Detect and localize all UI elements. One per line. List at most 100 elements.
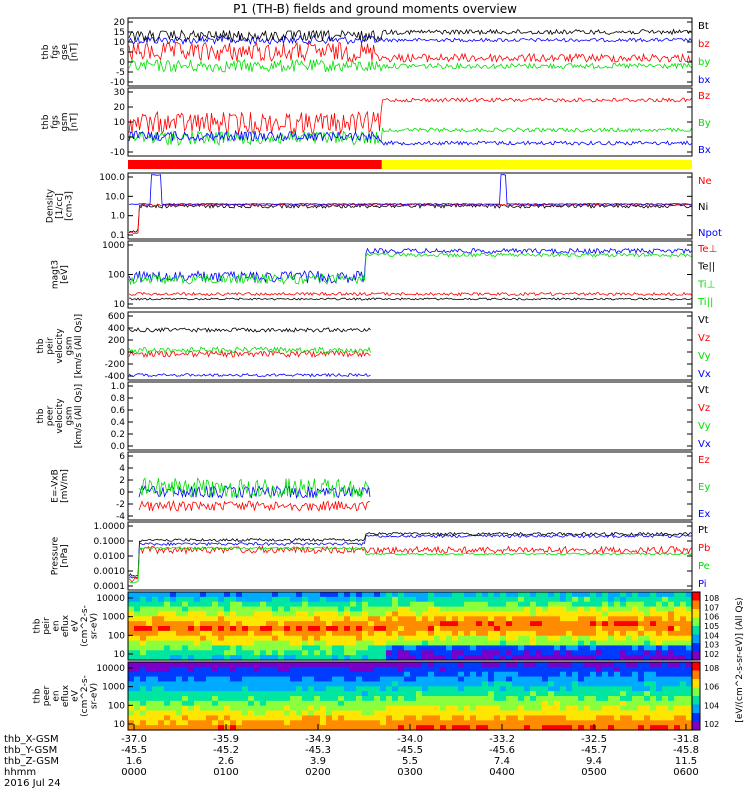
colorbar-tick: 108 <box>704 594 719 603</box>
xtick-label: 0200 <box>305 767 330 778</box>
xtick-label: 9.4 <box>586 756 602 767</box>
colorbar-tick: 105 <box>704 622 719 631</box>
ytick-label: 1000 <box>102 613 125 623</box>
ylabel-line: thb <box>36 338 46 353</box>
xtick-label: -35.9 <box>213 734 239 745</box>
ytick-label: -4 <box>116 512 125 522</box>
legend-by-label: By <box>698 118 711 129</box>
ytick-label: 0.6 <box>111 406 126 416</box>
ytick-label: 10 <box>114 38 126 48</box>
legend-vy-label: Vy <box>698 421 711 432</box>
ylabel-line: thb <box>36 408 46 423</box>
legend-pb-label: Pb <box>698 543 710 554</box>
ylabel-line: thb <box>41 114 51 129</box>
legend-vt-label: Vt <box>698 315 709 326</box>
xtick-label: -37.0 <box>121 734 147 745</box>
ytick-label: 0.1000 <box>94 537 126 547</box>
xtick-label: 0400 <box>489 767 514 778</box>
ylabel-line: [km/s (All Qs)] <box>74 384 84 448</box>
ytick-label: 0.0 <box>111 442 126 452</box>
ytick-label: 30 <box>114 88 126 98</box>
ylabel-line: eflux <box>61 684 71 707</box>
ytick-label: 10000 <box>96 664 125 674</box>
ytick-label: 0.2 <box>111 430 125 440</box>
xtick-label: 1.6 <box>126 756 142 767</box>
legend-bz-label: bz <box>698 39 710 50</box>
xtick-label: -45.6 <box>489 745 515 756</box>
panel-frame-peir_velocity <box>127 311 693 381</box>
spectrogram-peer_eflux <box>128 662 693 731</box>
ytick-label: 10.0 <box>105 192 125 202</box>
panel-frame-peer_velocity <box>127 381 693 451</box>
ylabel-line: [mV/m] <box>60 469 70 503</box>
ytick-label: 15 <box>114 28 125 38</box>
ytick-label: -5 <box>116 68 125 78</box>
xtick-label: -45.2 <box>213 745 239 756</box>
legend-vz-label: Vz <box>698 333 710 344</box>
series-group-density <box>128 174 692 234</box>
series-group-efield <box>138 477 371 512</box>
ytick-label: 0.8 <box>111 394 126 404</box>
series-line-blue <box>128 533 692 579</box>
series-line-blue <box>128 247 692 284</box>
ytick-label: 20 <box>114 103 126 113</box>
ytick-label: -400 <box>105 372 126 382</box>
ylabel-line: thb <box>41 44 51 59</box>
legend-npot-label: Npot <box>698 228 722 239</box>
series-line-blue <box>128 129 692 146</box>
ytick-label: -200 <box>105 360 126 370</box>
panel-frame-density <box>127 172 693 240</box>
ytick-label: 100.0 <box>99 173 125 183</box>
plot-title: P1 (TH-B) fields and ground moments over… <box>233 2 517 16</box>
legend-vx-label: Vx <box>698 439 711 450</box>
ytick-label: 5 <box>119 48 125 58</box>
region-bar-segment <box>381 160 692 169</box>
xtick-label: 0100 <box>213 767 238 778</box>
legend-bx-label: bx <box>698 75 710 86</box>
xaxis-row-label: thb_Z-GSM <box>4 756 59 767</box>
ytick-label: 10 <box>114 720 126 730</box>
ylabel-line: [cm-3] <box>65 191 75 221</box>
legend-vx-label: Vx <box>698 369 711 380</box>
colorbar-tick: 104 <box>704 631 719 640</box>
ylabel-line: thb <box>33 688 43 703</box>
xaxis-row-label: 2016 Jul 24 <box>4 778 61 789</box>
ytick-label: 0 <box>119 488 125 498</box>
legend-ey-label: Ey <box>698 482 710 493</box>
ylabel-line: peir <box>42 617 52 635</box>
legend-vz-label: Vz <box>698 403 710 414</box>
colorbar-tick: 102 <box>704 720 719 729</box>
legend-ti-label: Ti⊥ <box>697 279 715 290</box>
series-line-red <box>128 349 371 359</box>
ylabel-line: fgs <box>50 115 60 129</box>
spectrogram-peir_eflux <box>128 592 693 661</box>
series-line-green <box>128 58 692 73</box>
xtick-label: 0600 <box>673 767 698 778</box>
legend-vt-label: Vt <box>698 385 709 396</box>
xtick-label: 0500 <box>581 767 606 778</box>
ylabel-line: [nPa] <box>60 544 70 567</box>
colorbar-peir <box>691 591 701 661</box>
panel-frame-fgs_gse <box>127 17 693 87</box>
ylabel-line: eV <box>71 689 81 702</box>
series-line-blue <box>128 174 692 205</box>
ytick-label: 600 <box>108 312 125 322</box>
series-group-temperature <box>128 247 692 301</box>
ylabel-line: gsm <box>65 336 75 355</box>
ytick-label: 0 <box>119 58 125 68</box>
series-group-peir_velocity <box>128 327 371 378</box>
ytick-label: 4 <box>119 464 125 474</box>
colorbar-tick: 106 <box>704 613 719 622</box>
ytick-label: 0.0010 <box>94 567 126 577</box>
ytick-label: 100 <box>108 271 125 281</box>
legend-pe-label: Pe <box>698 561 710 572</box>
xtick-label: -45.5 <box>397 745 423 756</box>
legend-pt-label: Pt <box>698 525 708 536</box>
ytick-label: 0.0001 <box>94 582 126 592</box>
series-line-blue <box>128 372 371 378</box>
ylabel-line: [1/cc] <box>55 193 65 219</box>
xtick-label: -31.8 <box>673 734 699 745</box>
ylabel-line: eV <box>71 619 81 632</box>
